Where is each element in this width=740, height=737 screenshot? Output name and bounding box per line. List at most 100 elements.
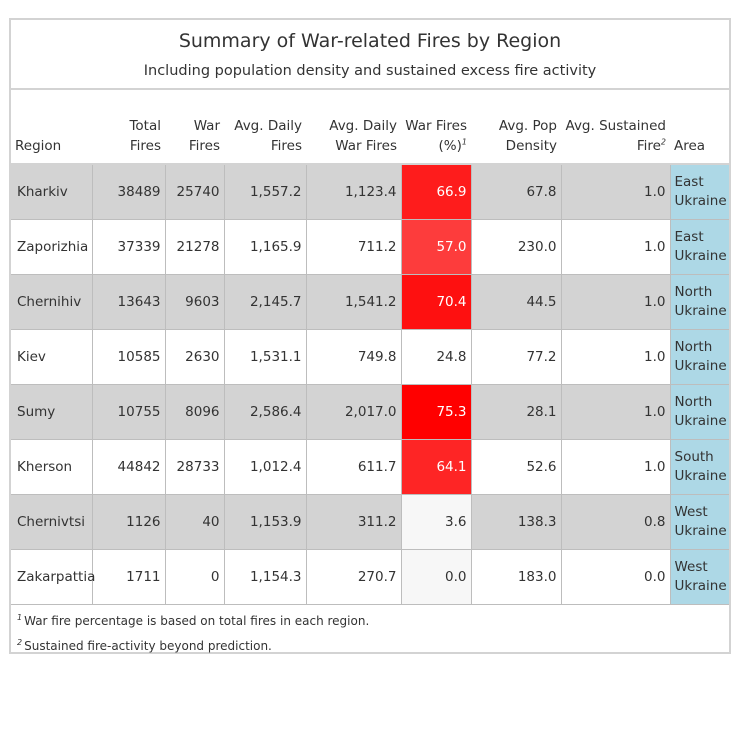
cell-avg-sustained-fire: 1.0 <box>561 439 671 495</box>
cell-war-fires: 0 <box>165 549 225 605</box>
cell-avg-daily-fires: 1,012.4 <box>224 439 307 495</box>
cell-avg-sustained-fire: 1.0 <box>561 219 671 275</box>
cell-total-fires: 1711 <box>92 549 166 605</box>
col-header-area: Area <box>670 88 729 165</box>
cell-war-fires: 21278 <box>165 219 225 275</box>
table-row: Sumy 10755 8096 2,586.4 2,017.0 75.3 28.1 1.0 No… <box>11 384 729 440</box>
cell-avg-daily-war-fires: 1,541.2 <box>306 274 402 330</box>
footnote-1-mark: 1 <box>17 613 23 622</box>
table-row: Zaporizhia 37339 21278 1,165.9 711.2 57.0 230.… <box>11 219 729 275</box>
cell-avg-sustained-fire: 0.8 <box>561 494 671 550</box>
col-header-avg-daily-fires: Avg. Daily Fires <box>224 88 306 165</box>
fires-table: Region Total Fires War Fires Avg. Daily … <box>11 88 729 605</box>
cell-avg-daily-fires: 2,586.4 <box>224 384 307 440</box>
cell-region: Chernivtsi <box>11 494 93 550</box>
cell-region: Kherson <box>11 439 93 495</box>
cell-region: Sumy <box>11 384 93 440</box>
col-header-war-fires-pct: War Fires (%)1 <box>401 88 471 165</box>
cell-avg-daily-fires: 1,531.1 <box>224 329 307 385</box>
col-header-total-fires: Total Fires <box>92 88 165 165</box>
cell-avg-pop-density: 28.1 <box>471 384 562 440</box>
cell-avg-pop-density: 138.3 <box>471 494 562 550</box>
cell-area: North Ukraine <box>670 274 729 330</box>
cell-avg-pop-density: 183.0 <box>471 549 562 605</box>
cell-war-fires-pct: 0.0 <box>401 549 472 605</box>
header-row: Region Total Fires War Fires Avg. Daily … <box>11 88 729 165</box>
cell-avg-daily-war-fires: 711.2 <box>306 219 402 275</box>
cell-avg-daily-war-fires: 1,123.4 <box>306 164 402 220</box>
cell-war-fires-pct: 3.6 <box>401 494 472 550</box>
cell-avg-daily-fires: 1,154.3 <box>224 549 307 605</box>
col-header-war-fires-pct-label: War Fires (%) <box>405 118 467 154</box>
cell-war-fires-pct: 70.4 <box>401 274 472 330</box>
cell-war-fires-pct: 24.8 <box>401 329 472 385</box>
table-subtitle: Including population density and sustain… <box>143 63 597 79</box>
cell-area: South Ukraine <box>670 439 729 495</box>
cell-total-fires: 38489 <box>92 164 166 220</box>
col-header-avg-sustained-fire: Avg. Sustained Fire2 <box>561 88 670 165</box>
cell-avg-daily-fires: 1,165.9 <box>224 219 307 275</box>
cell-avg-daily-fires: 1,557.2 <box>224 164 307 220</box>
cell-avg-daily-war-fires: 749.8 <box>306 329 402 385</box>
cell-avg-sustained-fire: 1.0 <box>561 274 671 330</box>
col-header-war-fires: War Fires <box>165 88 224 165</box>
cell-avg-pop-density: 230.0 <box>471 219 562 275</box>
footnote-2: 2 Sustained fire-activity beyond predicti… <box>17 634 369 659</box>
footnote-1: 1 War fire percentage is based on total f… <box>17 609 369 634</box>
cell-total-fires: 37339 <box>92 219 166 275</box>
cell-area: East Ukraine <box>670 219 729 275</box>
col-header-region: Region <box>11 88 92 165</box>
cell-region: Zaporizhia <box>11 219 93 275</box>
cell-war-fires: 2630 <box>165 329 225 385</box>
table-row: Kharkiv 38489 25740 1,557.2 1,123.4 66.9 67.8 1… <box>11 164 729 220</box>
cell-avg-sustained-fire: 1.0 <box>561 329 671 385</box>
cell-war-fires-pct: 64.1 <box>401 439 472 495</box>
table-row: Kiev 10585 2630 1,531.1 749.8 24.8 77.2 1.0 Nort… <box>11 329 729 385</box>
table-body: Kharkiv 38489 25740 1,557.2 1,123.4 66.9 67.8 1… <box>11 164 729 605</box>
cell-war-fires: 9603 <box>165 274 225 330</box>
cell-war-fires: 8096 <box>165 384 225 440</box>
cell-avg-daily-war-fires: 311.2 <box>306 494 402 550</box>
cell-area: East Ukraine <box>670 164 729 220</box>
table-row: Chernivtsi 1126 40 1,153.9 311.2 3.6 138.3 0.8 W… <box>11 494 729 550</box>
footnotes: 1 War fire percentage is based on total f… <box>17 609 369 659</box>
cell-avg-daily-war-fires: 2,017.0 <box>306 384 402 440</box>
footnote-2-mark: 2 <box>17 638 23 647</box>
col-header-avg-pop-density: Avg. Pop Density <box>471 88 561 165</box>
cell-avg-daily-war-fires: 270.7 <box>306 549 402 605</box>
footnote-2-text: Sustained fire-activity beyond predictio… <box>24 639 272 653</box>
cell-total-fires: 44842 <box>92 439 166 495</box>
cell-avg-pop-density: 44.5 <box>471 274 562 330</box>
cell-avg-sustained-fire: 0.0 <box>561 549 671 605</box>
table-row: Kherson 44842 28733 1,012.4 611.7 64.1 52.6 1.0… <box>11 439 729 495</box>
cell-war-fires-pct: 75.3 <box>401 384 472 440</box>
cell-avg-pop-density: 52.6 <box>471 439 562 495</box>
col-header-avg-daily-war-fires: Avg. Daily War Fires <box>306 88 401 165</box>
cell-area: North Ukraine <box>670 329 729 385</box>
cell-war-fires: 28733 <box>165 439 225 495</box>
cell-region: Chernihiv <box>11 274 93 330</box>
cell-war-fires: 25740 <box>165 164 225 220</box>
cell-avg-daily-fires: 1,153.9 <box>224 494 307 550</box>
cell-avg-sustained-fire: 1.0 <box>561 164 671 220</box>
footnote-mark-1: 1 <box>461 137 467 147</box>
summary-table-card: Summary of War-related Fires by Region I… <box>9 18 731 654</box>
footnote-1-text: War fire percentage is based on total fi… <box>24 614 370 628</box>
cell-area: West Ukraine <box>670 494 729 550</box>
cell-avg-daily-fires: 2,145.7 <box>224 274 307 330</box>
cell-area: West Ukraine <box>670 549 729 605</box>
cell-avg-sustained-fire: 1.0 <box>561 384 671 440</box>
cell-region: Kiev <box>11 329 93 385</box>
cell-avg-pop-density: 77.2 <box>471 329 562 385</box>
cell-total-fires: 10585 <box>92 329 166 385</box>
cell-total-fires: 1126 <box>92 494 166 550</box>
col-header-avg-sustained-fire-label: Avg. Sustained Fire <box>565 118 667 154</box>
cell-avg-daily-war-fires: 611.7 <box>306 439 402 495</box>
cell-war-fires-pct: 66.9 <box>401 164 472 220</box>
table-row: Chernihiv 13643 9603 2,145.7 1,541.2 70.4 44.5… <box>11 274 729 330</box>
cell-area: North Ukraine <box>670 384 729 440</box>
table-row: Zakarpattia 1711 0 1,154.3 270.7 0.0 183.0 0.0 W… <box>11 549 729 605</box>
cell-war-fires: 40 <box>165 494 225 550</box>
cell-avg-pop-density: 67.8 <box>471 164 562 220</box>
cell-war-fires-pct: 57.0 <box>401 219 472 275</box>
